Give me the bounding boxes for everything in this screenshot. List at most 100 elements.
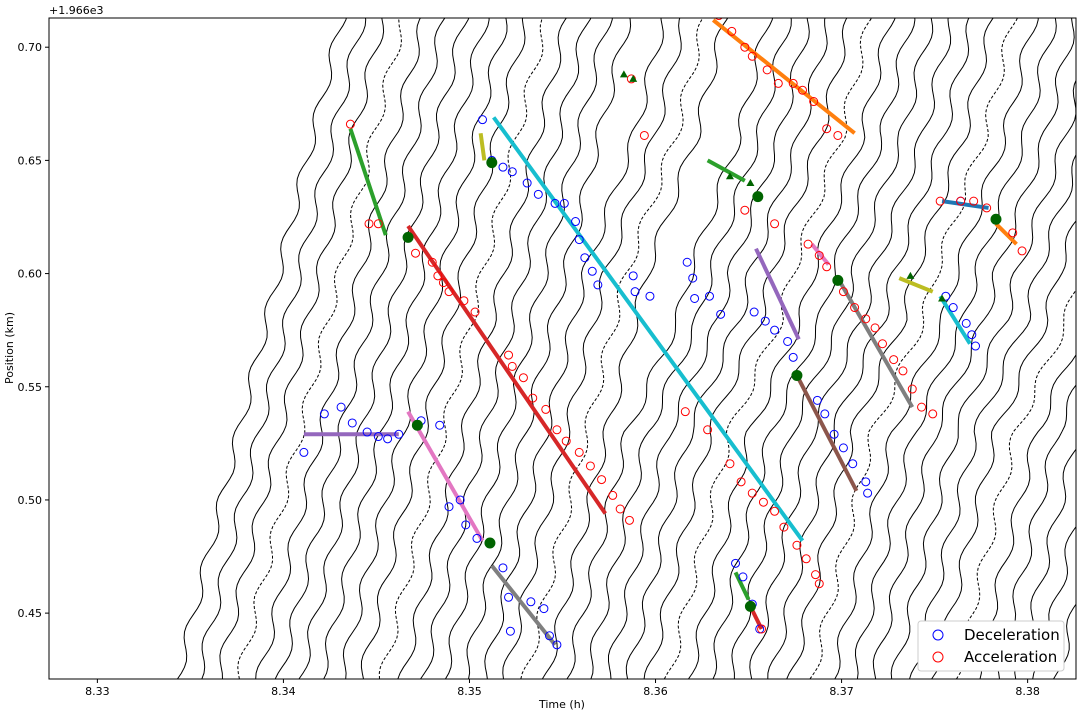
acceleration-point <box>935 196 945 206</box>
deceleration-point <box>394 429 404 439</box>
trajectory-line <box>466 18 632 679</box>
trajectory-line <box>219 18 385 679</box>
wave-line <box>406 224 607 515</box>
deceleration-point <box>498 563 508 573</box>
y-offset-text: +1.966e3 <box>49 4 103 17</box>
deceleration-point <box>444 502 454 512</box>
acceleration-point <box>725 459 735 469</box>
deceleration-point <box>760 316 770 326</box>
acceleration-point <box>838 287 848 297</box>
trajectory-line <box>996 384 1076 679</box>
deceleration-point <box>461 520 471 530</box>
deceleration-point <box>347 418 357 428</box>
trajectory-line <box>237 18 402 679</box>
y-tick-label: 0.60 <box>18 268 43 281</box>
legend-acceleration-marker <box>932 651 944 663</box>
deceleration-point <box>336 402 346 412</box>
trajectory-line <box>201 18 367 679</box>
trajectory-line <box>420 18 592 679</box>
acceleration-point <box>814 250 824 260</box>
deceleration-point <box>362 427 372 437</box>
acceleration-point <box>624 515 634 525</box>
wave-line <box>795 374 859 492</box>
acceleration-point <box>898 366 908 376</box>
plot-area <box>48 17 1077 680</box>
wave-line <box>898 276 934 294</box>
plot-content <box>176 18 1076 679</box>
y-axis-label: Position (km) <box>3 312 16 384</box>
trajectory-line <box>1032 525 1076 679</box>
wave-marker-triangle <box>746 179 755 187</box>
deceleration-point <box>838 443 848 453</box>
wave-line <box>711 18 856 135</box>
acceleration-point <box>411 248 421 258</box>
deceleration-point <box>299 447 309 457</box>
acceleration-point <box>639 130 649 140</box>
deceleration-point <box>738 572 748 582</box>
wave-line <box>348 128 388 236</box>
acceleration-point <box>504 350 514 360</box>
acceleration-point <box>518 373 528 383</box>
x-tick-label: 8.37 <box>829 685 854 698</box>
trajectory-line <box>397 18 567 679</box>
y-axis-ticks: 0.45 0.50 0.55 0.60 0.65 0.70 <box>18 41 49 620</box>
trajectory-line <box>712 18 916 679</box>
trajectory-line <box>589 18 792 679</box>
acceleration-point <box>433 271 443 281</box>
x-tick-label: 8.35 <box>457 685 482 698</box>
deceleration-point <box>580 253 590 263</box>
acceleration-point <box>889 355 899 365</box>
deceleration-point <box>770 325 780 335</box>
trajectory-line <box>502 18 682 679</box>
deceleration-point <box>526 597 536 607</box>
trajectory-line <box>323 18 490 679</box>
wave-lines <box>303 18 1018 647</box>
legend: Deceleration Acceleration <box>917 620 1065 672</box>
deceleration-point <box>522 178 532 188</box>
acceleration-point <box>969 196 979 206</box>
trajectory-line <box>643 18 848 679</box>
deceleration-point <box>533 189 543 199</box>
trajectory-line <box>274 18 446 679</box>
acceleration-point <box>878 339 888 349</box>
deceleration-point <box>319 409 329 419</box>
deceleration-point <box>971 341 981 351</box>
wave-origin-point <box>832 274 844 286</box>
acceleration-point <box>758 497 768 507</box>
y-tick-label: 0.45 <box>18 607 43 620</box>
acceleration-point <box>803 239 813 249</box>
trajectory-line <box>731 18 934 679</box>
trajectory-line <box>909 154 1076 679</box>
acceleration-point <box>715 18 723 21</box>
acceleration-point <box>680 407 690 417</box>
trajectory-line <box>978 353 1076 679</box>
trajectory-line <box>767 18 970 679</box>
wave-origin-point <box>744 600 756 612</box>
deceleration-point <box>688 273 698 283</box>
acceleration-point <box>907 384 917 394</box>
acceleration-point <box>740 205 750 215</box>
deceleration-point <box>504 592 514 602</box>
legend-box <box>917 620 1065 672</box>
trajectory-line <box>955 289 1076 679</box>
acceleration-point <box>982 203 992 213</box>
acceleration-point <box>928 409 938 419</box>
trajectory-line <box>663 18 873 679</box>
wave-line <box>754 247 801 341</box>
deceleration-point <box>704 291 714 301</box>
acceleration-point <box>373 219 383 229</box>
deceleration-point <box>749 307 759 317</box>
deceleration-point <box>455 495 465 505</box>
trajectory-line <box>786 18 994 679</box>
acceleration-point <box>427 257 437 267</box>
acceleration-point <box>822 124 832 134</box>
acceleration-point <box>459 296 469 306</box>
acceleration-point <box>740 42 750 52</box>
wave-origin-point <box>402 231 414 243</box>
wave-marker-triangle <box>725 172 734 180</box>
acceleration-point <box>585 461 595 471</box>
wave-origin-point <box>411 419 423 431</box>
deceleration-point <box>731 558 741 568</box>
y-tick-label: 0.65 <box>18 154 43 167</box>
